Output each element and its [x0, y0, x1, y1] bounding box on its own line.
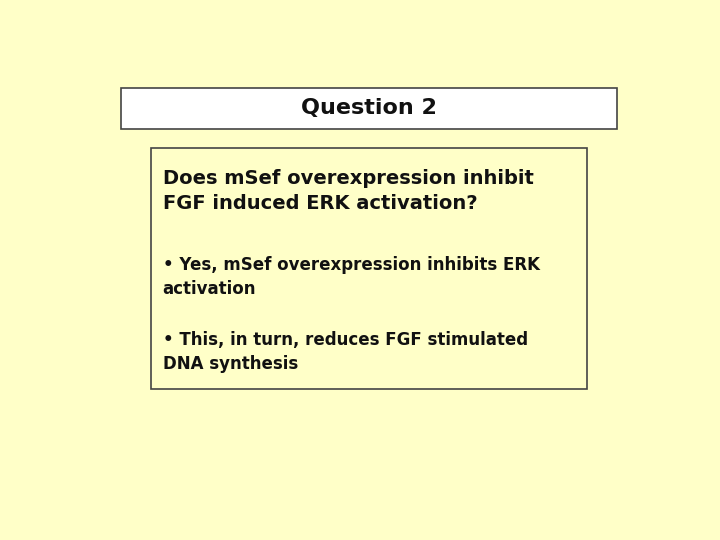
Text: Does mSef overexpression inhibit
FGF induced ERK activation?: Does mSef overexpression inhibit FGF ind…	[163, 169, 534, 213]
Text: Question 2: Question 2	[301, 98, 437, 118]
Text: • Yes, mSef overexpression inhibits ERK
activation: • Yes, mSef overexpression inhibits ERK …	[163, 256, 539, 298]
FancyBboxPatch shape	[121, 87, 617, 129]
Text: • This, in turn, reduces FGF stimulated
DNA synthesis: • This, in turn, reduces FGF stimulated …	[163, 331, 528, 373]
FancyBboxPatch shape	[151, 148, 587, 389]
